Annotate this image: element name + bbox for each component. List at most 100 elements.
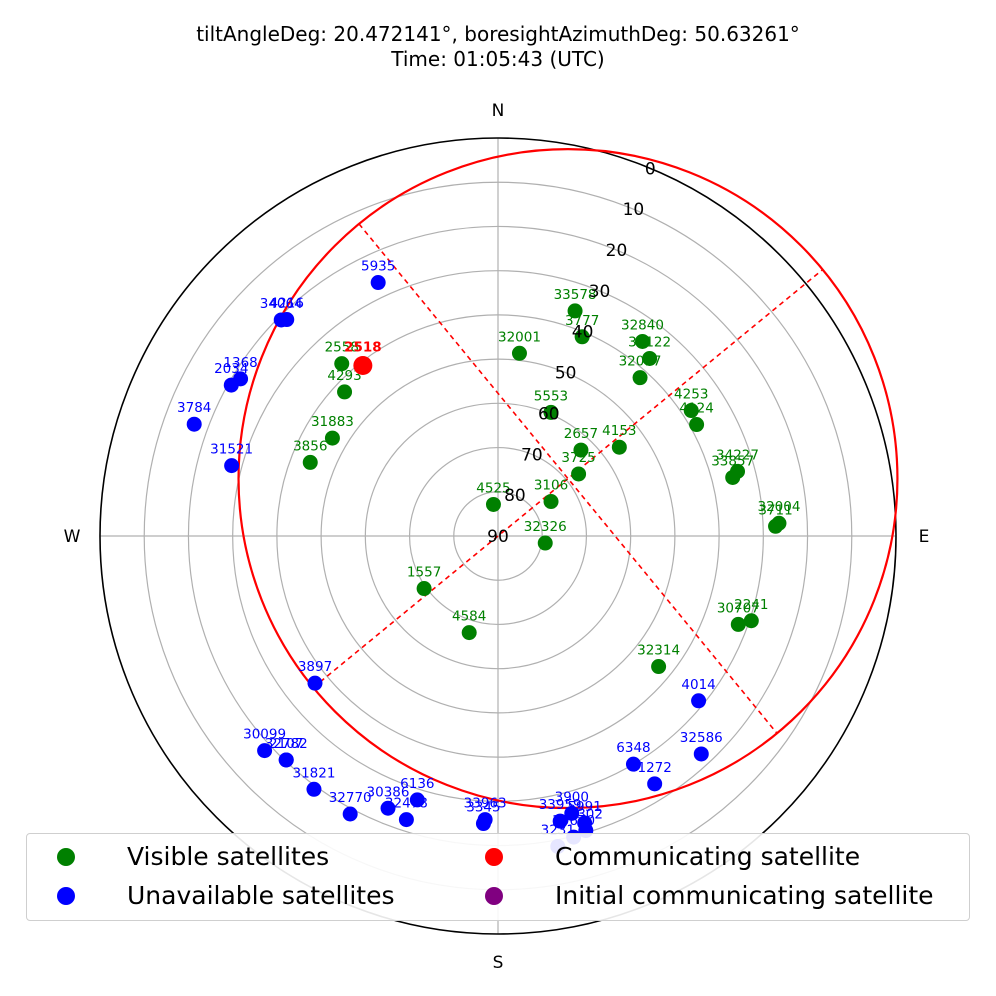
visible-sat-32314[interactable] (651, 659, 667, 675)
unavailable-sat-label-30386: 30386 (367, 784, 410, 800)
unavailable-sat-label-1272: 1272 (637, 760, 671, 776)
unavailable-sat-32586[interactable] (693, 746, 709, 762)
visible-sat-1557[interactable] (416, 581, 432, 597)
visible-sat-label-5553: 5553 (534, 388, 568, 404)
visible-sat-33578[interactable] (567, 303, 583, 319)
unavailable-sat-3784[interactable] (186, 416, 202, 432)
unavailable-sat-label-3897: 3897 (298, 659, 332, 675)
direction-label-e: E (919, 527, 930, 547)
visible-sat-3725[interactable] (571, 466, 587, 482)
legend-item-initial: Initial communicating satellite (455, 881, 934, 910)
unavailable-sat-5935[interactable] (370, 275, 386, 291)
visible-sat-label-2558: 2558 (325, 340, 359, 356)
unavailable-sat-30099[interactable] (257, 743, 273, 759)
chart-title: tiltAngleDeg: 20.472141°, boresightAzimu… (0, 22, 996, 72)
direction-label-n: N (492, 101, 505, 121)
communicating-sat-2518[interactable] (353, 355, 373, 375)
elevation-tick-60: 60 (538, 404, 560, 424)
visible-sat-label-3725: 3725 (561, 450, 595, 466)
unavailable-sat-34064[interactable] (273, 312, 289, 328)
visible-sat-2657[interactable] (573, 442, 589, 458)
visible-sat-label-32326: 32326 (524, 519, 567, 535)
elevation-tick-10: 10 (623, 200, 645, 220)
communicating-sat-label-2518: 2518 (344, 339, 382, 355)
visible-sat-label-30707: 30707 (717, 600, 760, 616)
visible-sat-3777[interactable] (574, 329, 590, 345)
unavailable-sat-label-32586: 32586 (680, 730, 723, 746)
visible-sat-32017[interactable] (632, 370, 648, 386)
visible-sat-4293[interactable] (337, 384, 353, 400)
unavailable-sat-label-3345: 3345 (466, 800, 500, 816)
visible-sat-label-32314: 32314 (637, 643, 680, 659)
elevation-tick-30: 30 (589, 282, 611, 302)
visible-sat-label-2241: 2241 (734, 597, 768, 613)
elevation-tick-20: 20 (606, 241, 628, 261)
unavailable-sat-label-3784: 3784 (177, 400, 211, 416)
visible-sat-2558[interactable] (334, 356, 350, 372)
visible-sat-5553[interactable] (543, 404, 559, 420)
unavailable-sat-31521[interactable] (224, 458, 240, 474)
visible-sat-4525[interactable] (485, 496, 501, 512)
visible-sat-label-3106: 3106 (534, 478, 568, 494)
visible-sat-4153[interactable] (611, 439, 627, 455)
unavailable-sat-32782[interactable] (278, 752, 294, 768)
legend-item-communicating: Communicating satellite (455, 842, 860, 871)
visible-sat-32122[interactable] (642, 350, 658, 366)
axis-labels: 0 10 20 30 40 50 60 70 80 90 N E S W (64, 101, 930, 973)
legend-label-visible: Visible satellites (127, 842, 330, 871)
unavailable-sat-32478[interactable] (398, 812, 414, 828)
unavailable-sat-3897[interactable] (307, 675, 323, 691)
visible-sat-label-32840: 32840 (621, 317, 664, 333)
visible-sat-2241[interactable] (743, 613, 759, 629)
unavailable-sat-2034[interactable] (223, 377, 239, 393)
unavailable-sat-label-5991: 5991 (567, 799, 601, 815)
direction-label-s: S (493, 953, 504, 973)
visible-sat-4253[interactable] (683, 403, 699, 419)
legend-label-communicating: Communicating satellite (555, 842, 861, 871)
unavailable-sat-5991[interactable] (577, 815, 593, 831)
direction-label-w: W (64, 527, 81, 547)
unavailable-sat-label-4216: 4216 (270, 296, 304, 312)
unavailable-sat-6348[interactable] (625, 756, 641, 772)
visible-sat-30707[interactable] (730, 616, 746, 632)
unavailable-sat-4014[interactable] (691, 693, 707, 709)
unavailable-sat-label-2034: 2034 (214, 361, 248, 377)
unavailable-sat-label-32770: 32770 (329, 790, 372, 806)
visible-sat-label-1557: 1557 (407, 565, 441, 581)
visible-sat-32326[interactable] (537, 535, 553, 551)
visible-sat-32840[interactable] (634, 333, 650, 349)
unavailable-sat-30386[interactable] (380, 800, 396, 816)
unavailable-sat-31821[interactable] (306, 781, 322, 797)
visible-sat-3711[interactable] (768, 518, 784, 534)
elevation-tick-40: 40 (572, 323, 594, 343)
visible-sat-label-3711: 3711 (758, 502, 792, 518)
legend-marker-communicating (485, 847, 503, 866)
visible-sat-4124[interactable] (689, 417, 705, 433)
unavailable-sat-label-30099: 30099 (243, 727, 286, 743)
legend: Visible satellites Unavailable satellite… (26, 833, 970, 921)
unavailable-sat-6136[interactable] (409, 792, 425, 808)
visible-sat-3856[interactable] (302, 454, 318, 470)
elevation-tick-50: 50 (555, 364, 577, 384)
visible-sat-label-4293: 4293 (327, 368, 361, 384)
visible-sat-label-31883: 31883 (311, 414, 354, 430)
legend-marker-unavailable (57, 886, 75, 905)
legend-marker-initial (485, 886, 503, 905)
visible-sat-4584[interactable] (461, 625, 477, 641)
visible-sat-32001[interactable] (511, 345, 527, 361)
unavailable-sat-3900[interactable] (564, 805, 580, 821)
visible-sat-31883[interactable] (324, 430, 340, 446)
visible-sat-label-34227: 34227 (716, 447, 759, 463)
visible-sat-label-32122: 32122 (628, 334, 671, 350)
unavailable-sat-33959[interactable] (552, 813, 568, 829)
unavailable-sat-3345[interactable] (475, 816, 491, 832)
unavailable-sat-label-31521: 31521 (210, 442, 253, 458)
visible-sat-3106[interactable] (543, 494, 559, 510)
visible-sat-33857[interactable] (725, 469, 741, 485)
visible-sat-label-4584: 4584 (452, 609, 486, 625)
visible-sat-label-2657: 2657 (564, 426, 598, 442)
unavailable-sat-1272[interactable] (647, 776, 663, 792)
unavailable-sat-32770[interactable] (342, 806, 358, 822)
